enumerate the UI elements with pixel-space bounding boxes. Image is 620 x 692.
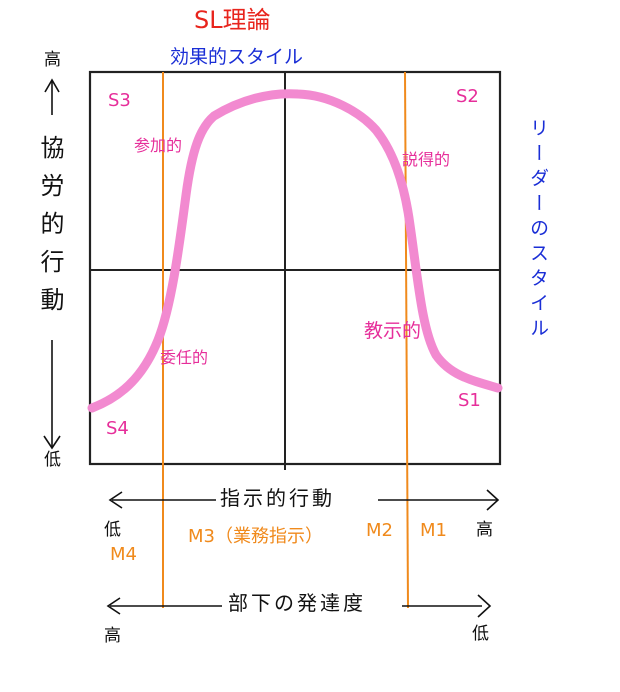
maturity-arrowhead-right	[477, 594, 492, 618]
maturity-m4-label: M4	[110, 544, 137, 565]
maturity-m1-label: M1	[420, 520, 447, 541]
maturity-m3-label: M3（業務指示）	[188, 526, 323, 547]
x-axis-label: 指示的行動	[220, 486, 335, 510]
participating-style-label: 参加的	[134, 136, 183, 155]
persuading-style-label: 説得的	[402, 150, 451, 169]
delegating-style-label: 委任的	[160, 348, 209, 367]
y-axis-label: 協労的行動	[36, 135, 64, 325]
quadrant-s3-label: S3	[108, 90, 131, 111]
maturity-axis-label: 部下の発達度	[228, 591, 366, 615]
x-axis-arrowhead-left	[108, 491, 123, 509]
x-axis-low-label: 低	[104, 520, 121, 540]
quadrant-s1-label: S1	[458, 390, 481, 411]
quadrant-s4-label: S4	[106, 418, 129, 439]
y-axis-low-label: 低	[44, 450, 61, 470]
x-axis-arrowhead-right	[486, 489, 500, 511]
maturity-arrowhead-left	[106, 597, 121, 615]
y-axis-arrowhead-down	[43, 435, 61, 450]
maturity-high-label: 高	[104, 626, 121, 646]
effective-style-label: 効果的スタイル	[170, 46, 304, 68]
directing-style-label: 教示的	[364, 320, 422, 342]
x-axis-high-label: 高	[476, 520, 493, 540]
m1-m2-boundary	[404, 71, 409, 609]
y-axis-high-label: 高	[44, 50, 61, 70]
maturity-m2-label: M2	[366, 520, 393, 541]
leader-style-label: リーダーのスタイル	[527, 118, 549, 343]
y-axis-arrowhead-up	[44, 78, 60, 93]
quadrant-s2-label: S2	[456, 86, 479, 107]
maturity-low-label: 低	[472, 624, 489, 644]
quadrant-box	[88, 70, 502, 466]
diagram-title: SL理論	[194, 6, 271, 34]
effective-style-curve	[87, 89, 503, 413]
